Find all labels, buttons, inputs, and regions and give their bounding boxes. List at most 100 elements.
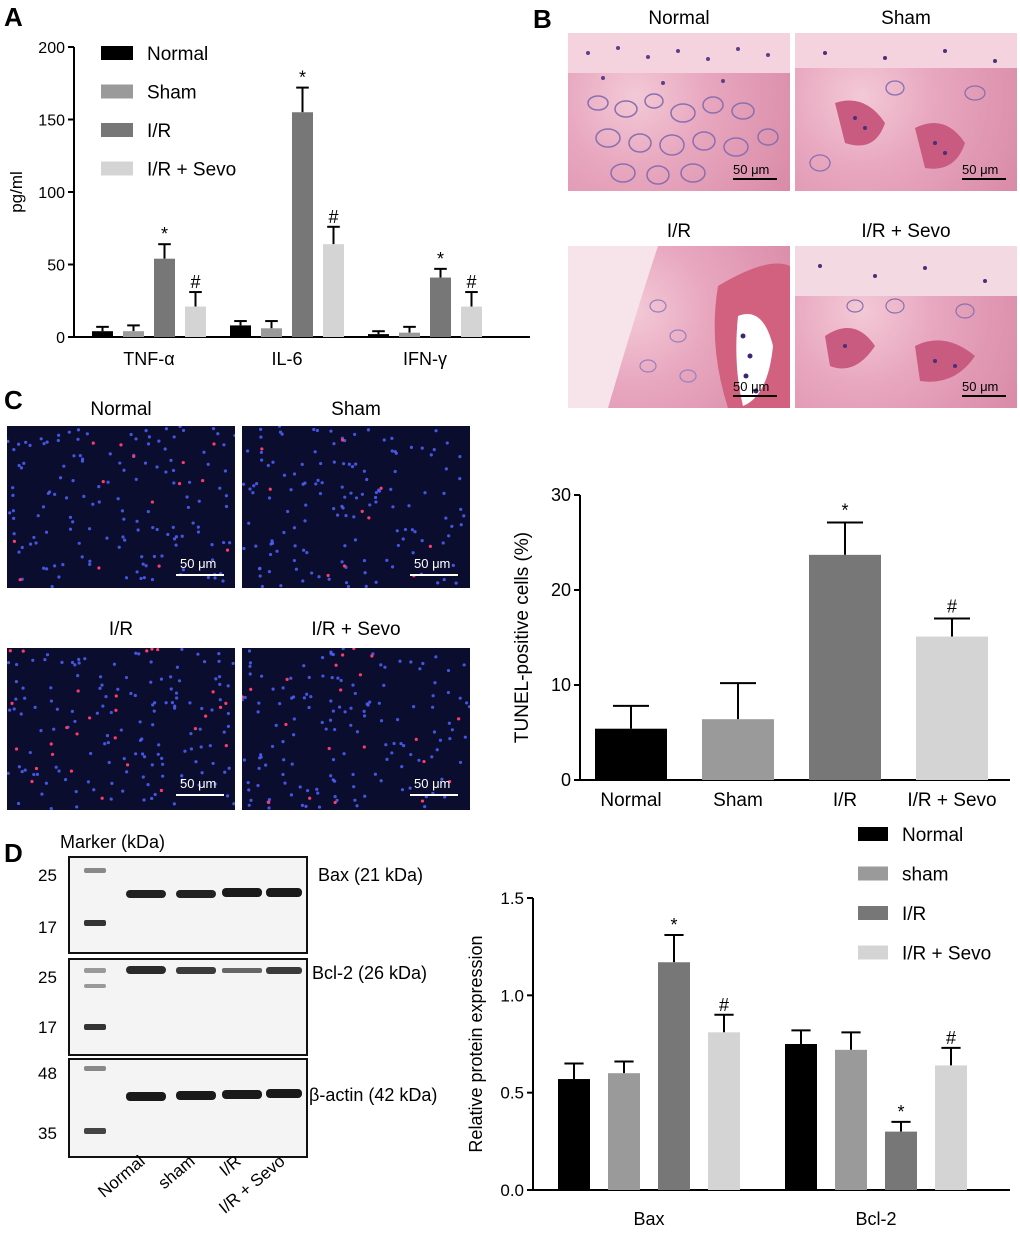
tunel-scale-label-ir-sevo: 50 μm [414,776,451,791]
tunel-image-sham [242,426,470,588]
panel-letter-a: A [4,2,23,32]
marker-48-actin: 48 [38,1064,57,1083]
significance-mark: # [328,207,338,227]
panel-letter-d: D [4,838,23,868]
bar [785,1044,817,1190]
x-tick-label: TNF-α [123,349,174,369]
tunel-title-ir: I/R [108,619,134,640]
y-axis-label: Relative protein expression [466,935,486,1152]
bar [368,334,389,337]
blot-label-actin: β-actin (42 kDa) [309,1085,438,1105]
he-title-sham: Sham [881,8,931,29]
x-tick-label: Normal [600,790,661,811]
legend-label: I/R + Sevo [902,944,991,965]
blot-label-bax: Bax (21 kDa) [318,865,424,885]
significance-mark: * [299,68,306,88]
y-tick-label: 0 [561,770,571,790]
significance-mark: # [466,272,476,292]
legend-label: I/R + Sevo [147,160,236,181]
significance-mark: # [947,597,957,617]
he-title-ir-sevo: I/R + Sevo [861,221,951,242]
bar [292,112,313,337]
bar [558,1079,590,1190]
legend-label: Normal [902,825,963,846]
lane-label-sham: sham [155,1155,199,1193]
x-tick-label: Sham [713,790,763,811]
he-image-ir-sevo [795,246,1017,408]
tunel-bar-chart: 0 10 20 30 TUNEL-positive cells (%) Normal Sha… [512,485,1010,811]
legend-swatch [858,945,888,960]
y-tick-label: 200 [38,40,65,57]
tunel-image-ir-sevo [242,648,470,810]
x-tick-label: IL-6 [271,349,302,369]
he-title-ir: I/R [666,221,692,242]
bar [123,331,144,337]
bar [935,1065,967,1190]
protein-bar-chart: 0.0 0.5 1.0 1.5 Relative protein expression *… [466,825,1010,1229]
bar [835,1049,867,1190]
legend-swatch [101,46,133,60]
bar [595,728,667,780]
y-tick-label: 0 [56,330,65,347]
y-tick-label: 20 [551,580,571,600]
significance-mark: # [946,1028,956,1048]
legend-swatch [858,906,888,920]
lane-labels: Normal sham I/R I/R + Sevo [94,1155,288,1217]
blot-actin [68,1058,308,1158]
tunel-scale-label-sham: 50 μm [414,556,451,571]
significance-mark: * [670,915,677,935]
tunel-title-ir-sevo: I/R + Sevo [311,619,401,640]
tunel-scale-bar-normal [176,574,224,576]
he-image-sham [795,33,1017,191]
y-tick-label: 0.5 [500,1084,524,1103]
bar [658,962,690,1190]
bar [885,1131,917,1190]
legend-swatch [858,827,888,841]
lane-label-normal: Normal [94,1155,148,1201]
y-tick-label: 150 [38,113,65,130]
legend-label: Normal [147,44,208,65]
he-scale-bar-normal [733,178,777,180]
significance-mark: # [190,272,200,292]
legend-label: I/R [147,121,171,142]
he-scale-label-ir-sevo: 50 μm [962,379,999,394]
he-scale-label-sham: 50 μm [962,162,999,177]
tunel-title-normal: Normal [90,399,152,420]
y-tick-label: 0.0 [500,1181,524,1200]
bar [916,636,988,780]
x-tick-label: I/R + Sevo [907,790,996,811]
y-tick-label: 10 [551,675,571,695]
bar [461,306,482,337]
tunel-scale-label-ir: 50 μm [180,776,217,791]
he-scale-bar-sham [962,178,1006,180]
x-tick-label: I/R [833,790,857,811]
y-tick-label: 30 [551,485,571,505]
significance-mark: * [437,249,444,269]
bar [399,332,420,337]
he-scale-label-normal: 50 μm [733,162,770,177]
bar [92,331,113,337]
x-tick-label: IFN-γ [403,349,447,369]
tunel-scale-label-normal: 50 μm [180,556,217,571]
significance-mark: * [841,501,848,521]
bar [154,258,175,337]
bar [702,719,774,780]
y-tick-label: 50 [47,258,65,275]
bar [608,1073,640,1190]
marker-17-bax: 17 [38,918,57,937]
bar [185,306,206,337]
significance-mark: * [161,224,168,244]
y-tick-label: 1.0 [500,986,524,1005]
tunel-image-normal [7,426,235,588]
legend-swatch [101,123,133,137]
marker-title: Marker (kDa) [60,832,166,852]
marker-25-bcl2: 25 [38,968,57,987]
x-tick-label: Bcl-2 [855,1209,896,1229]
he-image-ir [568,246,790,408]
y-axis-label: pg/ml [7,171,26,213]
legend-label: sham [902,865,948,886]
bar [261,328,282,337]
lane-label-ir: I/R [216,1155,245,1180]
significance-mark: * [897,1102,904,1122]
tunel-scale-bar-ir-sevo [410,794,458,796]
